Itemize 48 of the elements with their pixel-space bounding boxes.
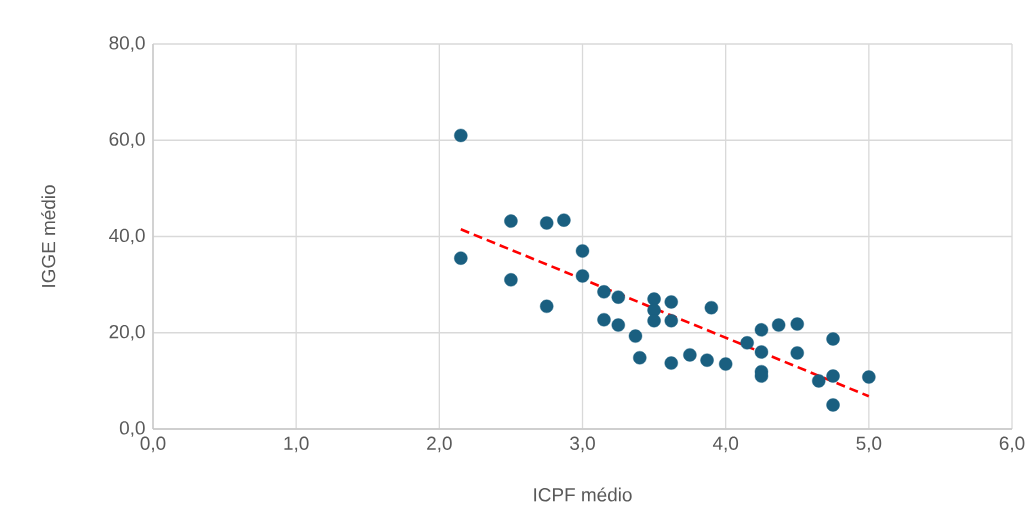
y-tick-label: 60,0 [109, 132, 145, 149]
point [700, 353, 714, 367]
y-tick-label: 0,0 [119, 421, 145, 437]
point [790, 317, 804, 331]
point [647, 314, 661, 328]
x-tick-label: 3,0 [570, 436, 595, 453]
point [628, 329, 643, 343]
point [633, 351, 647, 365]
point [597, 285, 611, 299]
point [454, 251, 468, 265]
x-tick-label: 5,0 [856, 436, 882, 453]
x-tick-label: 4,0 [712, 436, 739, 453]
point [611, 290, 625, 304]
point [664, 295, 678, 309]
point [862, 370, 876, 384]
point [740, 336, 754, 350]
x-tick-label: 1,0 [284, 436, 309, 453]
point [704, 301, 719, 315]
point [826, 398, 840, 412]
point [771, 318, 786, 332]
point [812, 374, 826, 388]
point [611, 318, 625, 332]
point [504, 214, 518, 228]
point [754, 345, 769, 359]
point [664, 356, 678, 370]
point [575, 269, 590, 283]
point [504, 273, 518, 287]
point [540, 216, 554, 230]
y-axis-title: IGGE médio [41, 185, 56, 287]
x-tick-label: 2,0 [427, 436, 452, 453]
point [826, 369, 840, 383]
x-tick-label: 0,0 [140, 436, 166, 453]
point [557, 213, 571, 227]
y-tick-label: 40,0 [109, 228, 145, 245]
y-tick-label: 80,0 [109, 36, 145, 52]
y-tick-label: 20,0 [109, 324, 145, 341]
point [597, 313, 611, 327]
point [826, 332, 840, 346]
point [754, 323, 769, 337]
point [683, 348, 697, 362]
point [454, 128, 468, 143]
x-axis-title: ICPF médio [534, 487, 632, 502]
x-tick-label: 6,0 [999, 436, 1025, 453]
point [790, 346, 804, 360]
point [540, 299, 554, 313]
point [575, 244, 590, 258]
point [664, 314, 678, 328]
point [718, 357, 733, 371]
